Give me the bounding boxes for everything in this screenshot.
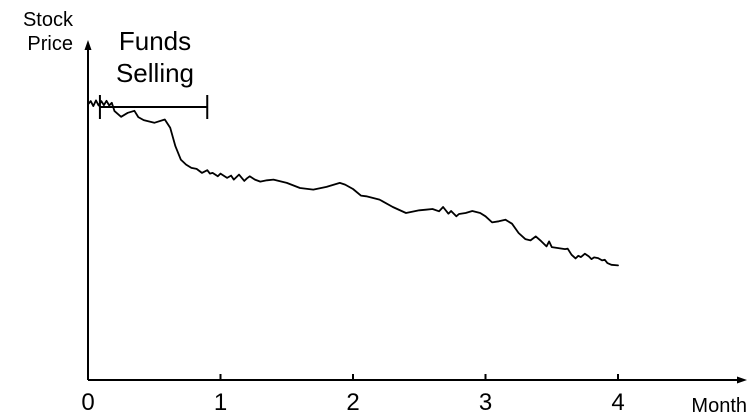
x-tick-label: 3 [479, 389, 492, 415]
y-axis-arrowhead [84, 40, 92, 50]
annotation-text-line: Selling [116, 58, 194, 88]
x-tick-label: 1 [214, 389, 227, 415]
annotation-text-line: Funds [119, 26, 191, 56]
x-axis-arrowhead [737, 376, 747, 384]
y-axis-label-line: Price [27, 33, 73, 55]
x-tick-label: 4 [611, 389, 624, 415]
x-axis-ticks: 0 1 2 3 4 [81, 374, 625, 415]
x-axis-label: Month [691, 395, 747, 415]
x-tick-label: 0 [81, 389, 94, 415]
y-axis-label-line: Stock [23, 9, 74, 31]
axes [84, 40, 747, 384]
x-tick-label: 2 [346, 389, 359, 415]
price-line [87, 99, 619, 267]
